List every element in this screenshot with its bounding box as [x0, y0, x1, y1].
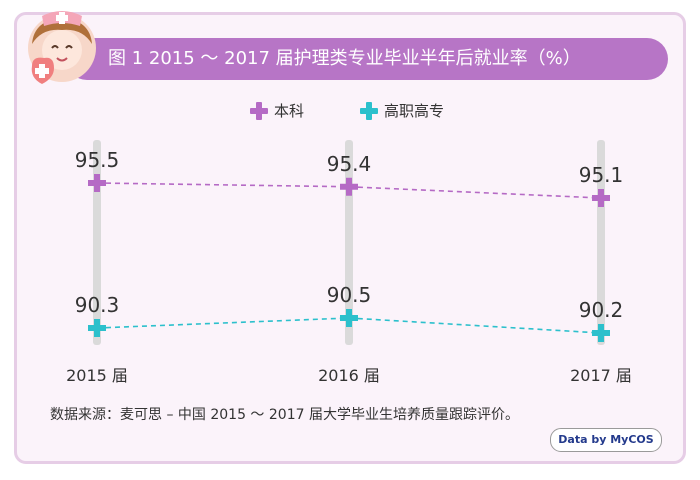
data-point-marker — [88, 174, 106, 192]
line-chart: 2015 届 2016 届 2017 届 95.5 95.4 95.1 90.3 90.5 90… — [66, 140, 632, 385]
mycos-logo: Data by MyCOS — [550, 428, 662, 452]
data-point-marker — [592, 189, 610, 207]
plus-marker-icon — [360, 101, 378, 120]
data-point-marker — [88, 319, 106, 337]
chart-title: 图 1 2015 ～ 2017 届护理类专业毕业半年后就业率（%） — [108, 48, 581, 69]
x-tick-label: 2017 届 — [570, 366, 632, 385]
data-label: 95.4 — [327, 152, 372, 176]
data-label: 90.5 — [327, 283, 372, 307]
title-bar — [66, 38, 668, 80]
plus-marker-icon — [250, 101, 268, 120]
legend-item-benke: 本科 — [250, 100, 304, 121]
data-label: 90.2 — [579, 298, 624, 322]
x-tick-label: 2015 届 — [66, 366, 128, 385]
data-label: 95.5 — [75, 148, 120, 172]
chart-legend: 本科 高职高专 — [0, 100, 700, 124]
x-tick-label: 2016 届 — [318, 366, 380, 385]
nurse-mascot-icon — [28, 11, 96, 84]
data-source-note: 数据来源：麦可思 – 中国 2015 ～ 2017 届大学毕业生培养质量跟踪评价… — [50, 407, 519, 423]
legend-label: 本科 — [274, 102, 305, 120]
legend-label: 高职高专 — [384, 102, 445, 120]
data-point-marker — [340, 309, 358, 327]
data-label: 95.1 — [579, 163, 624, 187]
data-point-marker — [592, 324, 610, 342]
legend-item-gaozhi: 高职高专 — [360, 100, 444, 121]
data-label: 90.3 — [75, 293, 120, 317]
data-point-marker — [340, 177, 358, 196]
